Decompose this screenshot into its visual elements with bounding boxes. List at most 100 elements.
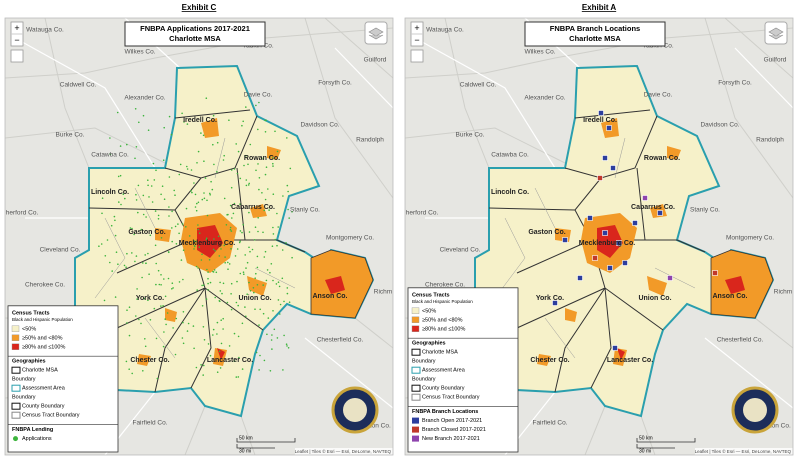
application-dot bbox=[283, 334, 285, 337]
fullscreen-button[interactable] bbox=[410, 49, 424, 63]
application-dot bbox=[272, 279, 274, 282]
application-dot bbox=[142, 194, 145, 197]
application-dot bbox=[288, 217, 291, 219]
place-label: Randolph bbox=[356, 137, 384, 144]
application-dot bbox=[245, 315, 247, 318]
application-dot bbox=[126, 322, 128, 324]
application-dot bbox=[223, 197, 226, 200]
application-dot bbox=[182, 249, 185, 251]
application-dot bbox=[255, 104, 257, 107]
application-dot bbox=[281, 277, 284, 280]
application-dot bbox=[230, 186, 233, 189]
legend-section-title: Geographies bbox=[12, 359, 46, 365]
application-dot bbox=[223, 154, 225, 157]
zoom-in[interactable]: + bbox=[414, 23, 419, 33]
application-dot bbox=[156, 377, 159, 380]
application-dot bbox=[101, 197, 104, 199]
application-dot bbox=[253, 291, 255, 294]
application-dot bbox=[265, 279, 268, 282]
application-dot bbox=[213, 269, 216, 271]
application-dot bbox=[276, 337, 279, 339]
place-label: Forsyth Co. bbox=[318, 80, 352, 87]
application-dot bbox=[272, 310, 274, 312]
application-dot bbox=[216, 171, 218, 173]
place-label: Montgomery Co. bbox=[726, 235, 774, 242]
application-dot bbox=[206, 214, 209, 217]
application-dot bbox=[118, 201, 120, 203]
application-dot bbox=[291, 256, 293, 259]
zoom-in[interactable]: + bbox=[14, 23, 19, 33]
application-dot bbox=[171, 210, 173, 213]
application-dot bbox=[271, 334, 273, 336]
application-dot bbox=[245, 179, 248, 181]
application-dot bbox=[206, 199, 208, 202]
application-dot bbox=[155, 337, 158, 340]
map: Watauga Co.Wilkes Co.Yadkin Co.Forsyth C… bbox=[5, 18, 393, 455]
application-dot bbox=[230, 248, 232, 250]
application-dot bbox=[202, 284, 205, 287]
branch-icon bbox=[598, 110, 604, 116]
map-subtitle: Charlotte MSA bbox=[169, 34, 221, 43]
place-label: Alexander Co. bbox=[124, 95, 165, 102]
legend-item: Boundary bbox=[412, 377, 436, 383]
application-dot bbox=[195, 209, 198, 212]
place-label: Iredell Co. bbox=[583, 117, 617, 124]
place-label: Wilkes Co. bbox=[124, 49, 155, 56]
application-dot bbox=[271, 245, 274, 247]
legend-item: ≥80% and ≤100% bbox=[422, 326, 465, 332]
application-dot bbox=[238, 356, 240, 359]
application-dot bbox=[215, 271, 218, 274]
place-label: Lincoln Co. bbox=[91, 189, 129, 196]
application-dot bbox=[237, 335, 240, 338]
branch-icon bbox=[587, 215, 593, 221]
application-dot bbox=[175, 243, 178, 245]
application-dot bbox=[239, 230, 242, 232]
application-dot bbox=[138, 318, 140, 321]
zoom-out[interactable]: − bbox=[14, 35, 19, 45]
branch-icon bbox=[610, 165, 616, 171]
application-dot bbox=[272, 165, 274, 167]
application-dot bbox=[287, 208, 289, 211]
application-dot bbox=[153, 179, 156, 181]
application-dot bbox=[194, 206, 197, 208]
application-dot bbox=[120, 203, 122, 206]
place-label: Lancaster Co. bbox=[207, 357, 253, 364]
place-label: Union Co. bbox=[238, 295, 271, 302]
place-label: Chesterfield Co. bbox=[717, 337, 764, 344]
application-dot bbox=[268, 156, 271, 158]
application-dot bbox=[248, 231, 251, 233]
application-dot bbox=[281, 249, 284, 251]
application-dot bbox=[231, 217, 233, 219]
application-dot bbox=[150, 185, 153, 187]
application-dot bbox=[236, 280, 238, 283]
application-dot bbox=[178, 281, 181, 283]
application-dot bbox=[153, 307, 156, 310]
application-dot bbox=[135, 255, 138, 257]
application-dot bbox=[193, 245, 196, 248]
place-label: Stanly Co. bbox=[290, 207, 320, 214]
branch-icon bbox=[607, 265, 613, 271]
application-dot bbox=[220, 319, 222, 322]
application-dot bbox=[98, 245, 100, 247]
application-dot bbox=[248, 211, 250, 214]
application-dot bbox=[217, 235, 220, 238]
application-dot bbox=[235, 376, 238, 378]
map-panel: Watauga Co.Wilkes Co.Yadkin Co.Forsyth C… bbox=[404, 17, 794, 456]
application-dot bbox=[258, 324, 260, 326]
place-label: Chesterfield Co. bbox=[317, 337, 364, 344]
application-dot bbox=[196, 162, 198, 164]
application-dot bbox=[213, 163, 215, 166]
zoom-out[interactable]: − bbox=[414, 35, 419, 45]
application-dot bbox=[241, 368, 244, 370]
application-dot bbox=[178, 232, 180, 235]
fullscreen-button[interactable] bbox=[10, 49, 24, 63]
application-dot bbox=[136, 298, 138, 300]
place-label: Cabarrus Co. bbox=[231, 204, 275, 211]
branch-icon bbox=[712, 270, 718, 276]
application-dot bbox=[171, 288, 173, 290]
application-dot bbox=[276, 244, 278, 247]
application-dot bbox=[143, 297, 146, 300]
application-dot bbox=[117, 263, 119, 265]
application-dot bbox=[236, 172, 239, 175]
